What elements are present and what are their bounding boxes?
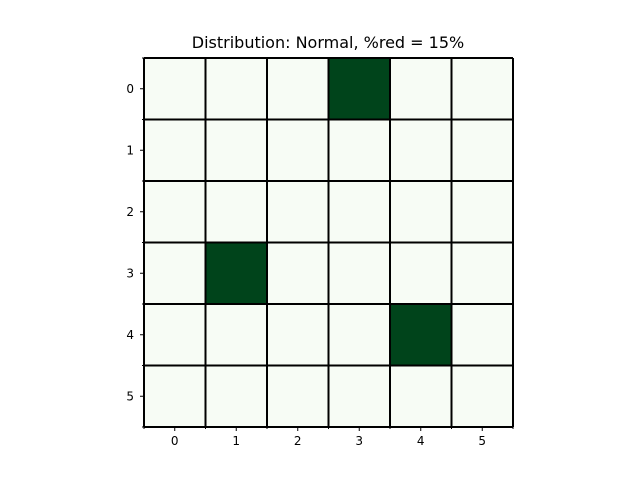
heatmap-cell-r2-c2 (267, 181, 329, 243)
y-tick-label: 2 (126, 205, 134, 219)
heatmap-cell-r1-c1 (205, 119, 267, 181)
heatmap-cell-r4-c5 (451, 304, 513, 366)
heatmap-cell-r5-c4 (390, 365, 452, 427)
heatmap-cell-r3-c5 (451, 242, 513, 304)
heatmap-cell-r3-c1 (205, 242, 267, 304)
heatmap-cell-r1-c2 (267, 119, 329, 181)
heatmap-cell-r5-c0 (144, 365, 206, 427)
heatmap-cell-r2-c1 (205, 181, 267, 243)
heatmap-axes: 0 1 2 3 4 5 0 1 2 3 4 5 (126, 57, 514, 448)
chart-title: Distribution: Normal, %red = 15% (191, 33, 465, 52)
heatmap-cell-r4-c2 (267, 304, 329, 366)
heatmap-cell-r4-c4 (390, 304, 452, 366)
heatmap-cell-r2-c0 (144, 181, 206, 243)
heatmap-cell-r0-c3 (328, 58, 390, 120)
heatmap-cell-r2-c4 (390, 181, 452, 243)
x-tick-label: 2 (294, 434, 302, 448)
heatmap-cell-r4-c1 (205, 304, 267, 366)
heatmap-cell-r1-c5 (451, 119, 513, 181)
heatmap-cell-r2-c3 (328, 181, 390, 243)
heatmap-cell-r4-c0 (144, 304, 206, 366)
heatmap-cell-r2-c5 (451, 181, 513, 243)
x-tick-label: 5 (478, 434, 486, 448)
heatmap-cell-r3-c2 (267, 242, 329, 304)
x-tick-label: 3 (355, 434, 363, 448)
y-tick-label: 1 (126, 143, 134, 157)
heatmap-cell-r4-c3 (328, 304, 390, 366)
heatmap-cell-r1-c0 (144, 119, 206, 181)
heatmap-cell-r5-c1 (205, 365, 267, 427)
heatmap-cell-r0-c4 (390, 58, 452, 120)
heatmap-cell-r5-c3 (328, 365, 390, 427)
heatmap-cell-r0-c2 (267, 58, 329, 120)
heatmap-cell-r0-c1 (205, 58, 267, 120)
y-tick-label: 0 (126, 82, 134, 96)
heatmap-cell-r1-c4 (390, 119, 452, 181)
x-tick-label: 0 (171, 434, 179, 448)
x-tick-label: 4 (417, 434, 425, 448)
y-tick-label: 5 (126, 389, 134, 403)
y-tick-label: 3 (126, 266, 134, 280)
heatmap-cell-r5-c2 (267, 365, 329, 427)
x-tick-label: 1 (232, 434, 240, 448)
heatmap-cell-r3-c0 (144, 242, 206, 304)
heatmap-cells (144, 58, 513, 427)
heatmap-cell-r5-c5 (451, 365, 513, 427)
heatmap-cell-r3-c3 (328, 242, 390, 304)
y-tick-label: 4 (126, 328, 134, 342)
heatmap-cell-r0-c5 (451, 58, 513, 120)
heatmap-cell-r0-c0 (144, 58, 206, 120)
heatmap-cell-r3-c4 (390, 242, 452, 304)
heatmap-cell-r1-c3 (328, 119, 390, 181)
